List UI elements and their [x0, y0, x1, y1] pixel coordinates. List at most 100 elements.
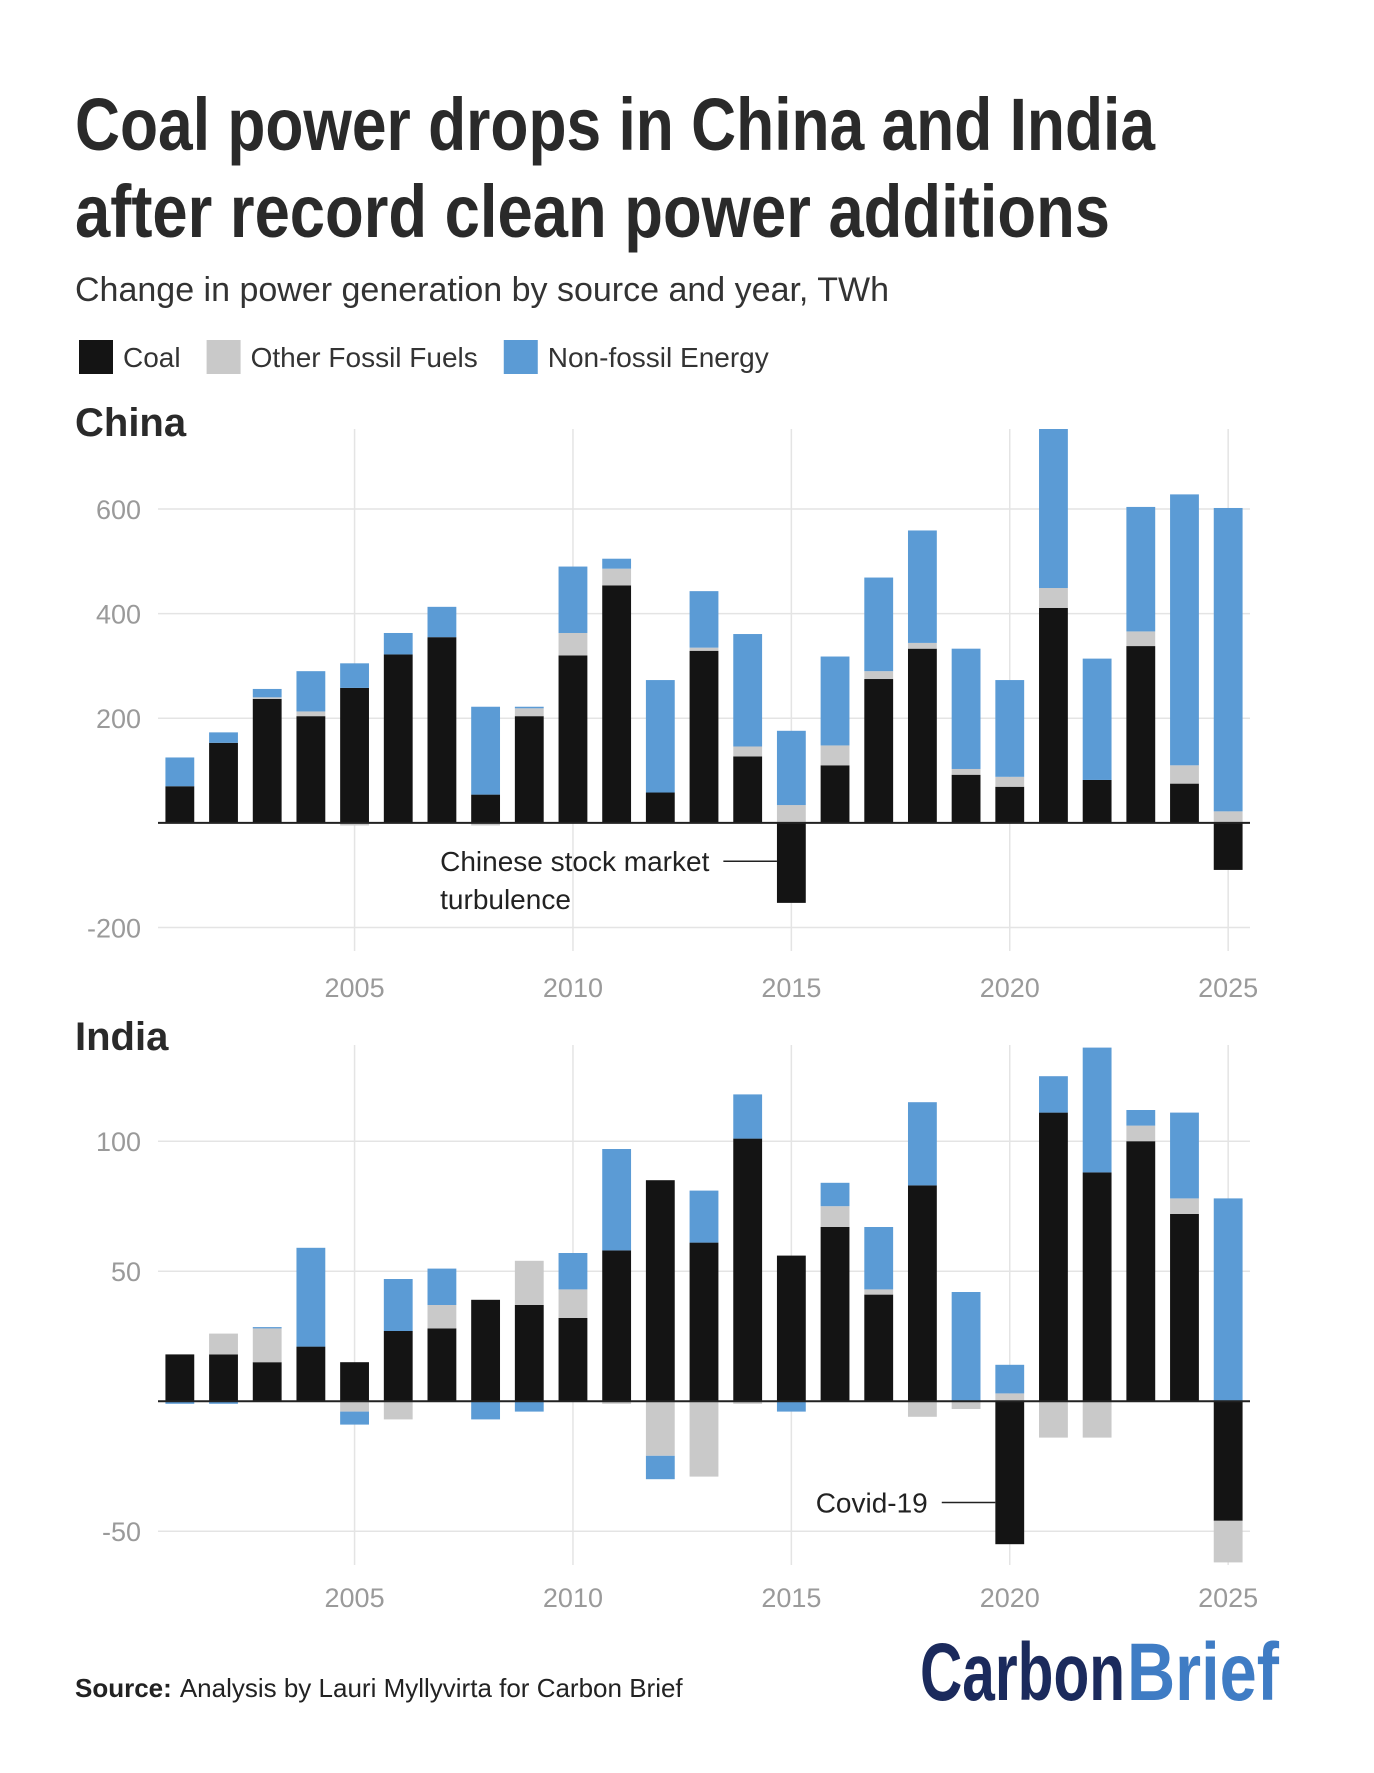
bar [820, 745, 850, 766]
bar [1126, 646, 1156, 823]
bar [209, 1354, 238, 1402]
bar [296, 1247, 326, 1347]
bar [1170, 765, 1199, 784]
bar [820, 1206, 850, 1227]
bar [471, 706, 501, 795]
bar [1170, 1198, 1199, 1214]
bar [427, 1328, 457, 1402]
bar [252, 697, 282, 699]
bar [820, 1227, 850, 1402]
y-tick-label: 200 [96, 704, 141, 734]
bar [776, 1401, 806, 1412]
bar [820, 656, 850, 746]
bar [864, 577, 894, 672]
bar [602, 585, 632, 823]
bar [558, 566, 588, 633]
bar [645, 680, 675, 793]
bar [340, 1362, 369, 1402]
x-tick-label: 2020 [980, 973, 1040, 1003]
bar [1213, 507, 1243, 812]
bar [645, 1180, 675, 1402]
bar [995, 1401, 1025, 1545]
bar [689, 1401, 719, 1477]
bar [733, 746, 763, 757]
legend-label: Non-fossil Energy [548, 342, 769, 373]
bar [296, 1346, 326, 1402]
bar [1170, 1112, 1199, 1199]
bar [1126, 506, 1156, 632]
y-tick-label: 600 [96, 495, 141, 525]
bar [471, 794, 501, 823]
bar [514, 708, 544, 717]
bar [995, 776, 1025, 787]
bar [733, 1094, 763, 1139]
bar [1039, 1401, 1068, 1438]
bar [514, 706, 544, 709]
x-tick-label: 2020 [980, 1583, 1040, 1613]
bar [296, 711, 326, 717]
bar [383, 632, 413, 655]
bar [864, 1289, 894, 1295]
bar [602, 558, 632, 569]
bar [995, 1364, 1025, 1394]
x-tick-label: 2025 [1198, 1583, 1258, 1613]
bar [689, 591, 719, 648]
bar [514, 716, 544, 823]
legend-swatch [206, 340, 241, 374]
bar [427, 637, 457, 823]
bar [951, 1401, 981, 1409]
bar [252, 688, 282, 698]
bar [252, 1362, 282, 1402]
bar [733, 634, 763, 747]
bar [776, 1255, 806, 1402]
bar [776, 822, 806, 903]
bar [340, 663, 369, 688]
bar [820, 765, 850, 823]
bar [689, 1190, 719, 1243]
bar [514, 1401, 544, 1412]
y-tick-label: 400 [96, 600, 141, 630]
bar [864, 671, 894, 680]
bar [427, 1305, 457, 1329]
x-tick-label: 2010 [543, 973, 603, 1003]
bar [907, 1185, 937, 1402]
bar [252, 1328, 282, 1363]
bar [252, 1327, 282, 1329]
bar [864, 1227, 894, 1290]
bar [1082, 1047, 1112, 1173]
source-label: Source: [75, 1673, 172, 1703]
bar [776, 730, 806, 806]
bar [252, 698, 282, 823]
bar [864, 1294, 894, 1402]
bar [689, 650, 719, 823]
bar [296, 716, 326, 823]
bar [383, 1401, 413, 1420]
legend-swatch [503, 340, 538, 374]
bar [1039, 588, 1068, 608]
bar [1126, 1125, 1156, 1142]
bar [602, 568, 632, 586]
bar [471, 1299, 501, 1402]
bar [471, 1401, 501, 1420]
bar [514, 1305, 544, 1402]
bar [820, 1182, 850, 1207]
bar [689, 647, 719, 651]
x-tick-label: 2015 [761, 973, 821, 1003]
bar [383, 1279, 413, 1331]
annotation: Covid-19 [816, 1488, 928, 1519]
bar [1082, 1172, 1112, 1402]
bar [995, 680, 1025, 777]
bar [1082, 1401, 1112, 1438]
bar [951, 1292, 981, 1402]
bar [340, 1401, 369, 1412]
annotation: turbulence [440, 884, 571, 915]
bar [1082, 658, 1112, 780]
bar [383, 654, 413, 823]
bar [907, 1401, 937, 1417]
bar [1213, 1401, 1243, 1521]
bar [558, 1318, 588, 1402]
logo: Carbon [920, 1627, 1125, 1718]
bar [340, 687, 369, 823]
bar [733, 1401, 763, 1404]
bar [558, 632, 588, 656]
